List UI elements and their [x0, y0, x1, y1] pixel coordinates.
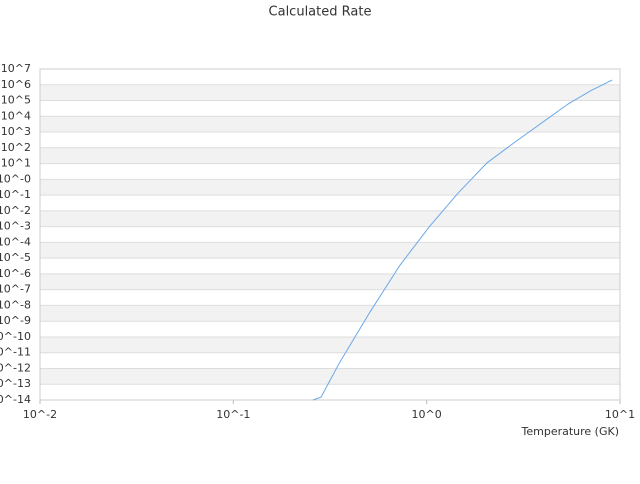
y-tick-label: 10^6 [1, 78, 31, 91]
x-tick-label: 10^-2 [23, 408, 57, 421]
grid-band [40, 258, 620, 274]
data-line [312, 79, 613, 401]
y-tick-label: 10^1 [1, 157, 31, 170]
y-tick-label: 10^-5 [0, 251, 31, 264]
y-tick-label: 10^4 [1, 109, 31, 122]
grid-band [40, 368, 620, 385]
y-tick-label: 10^5 [1, 94, 31, 107]
y-tick-label: 10^-2 [0, 204, 31, 217]
y-tick-label: 10^-11 [0, 346, 31, 359]
grid-band [40, 84, 620, 101]
grid-band [40, 321, 620, 337]
grid-band [40, 116, 620, 133]
y-tick-label: 10^-10 [0, 330, 31, 343]
x-tick-label: 10^0 [412, 408, 442, 421]
x-tick-label: 10^-1 [216, 408, 250, 421]
grid-band [40, 210, 620, 227]
grid-band [40, 69, 620, 85]
y-tick-label: 10^-3 [0, 220, 31, 233]
grid-band [40, 305, 620, 322]
y-tick-label: 10^2 [1, 141, 31, 154]
grid-band [40, 273, 620, 290]
x-tick-label: 10^1 [605, 408, 635, 421]
y-tick-label: 10^-0 [0, 172, 31, 185]
y-tick-label: 10^-8 [0, 298, 31, 311]
y-tick-label: 10^-7 [0, 283, 31, 296]
x-axis-label: Temperature (GK) [521, 425, 620, 438]
grid-band [40, 289, 620, 306]
grid-band [40, 195, 620, 211]
chart-title: Calculated Rate [269, 5, 372, 20]
y-tick-label: 10^-13 [0, 377, 31, 390]
grid-band [40, 226, 620, 243]
grid-band [40, 179, 620, 196]
grid-band [40, 384, 620, 400]
y-tick-label: 10^3 [1, 125, 31, 138]
y-tick-label: 10^-4 [0, 235, 31, 248]
plot-frame [39, 68, 621, 401]
y-tick-label: 10^-12 [0, 361, 31, 374]
y-tick-label: 10^-14 [0, 393, 31, 406]
bands [40, 69, 620, 400]
y-tick-label: 10^7 [1, 62, 31, 75]
y-tick-label: 10^-6 [0, 267, 31, 280]
grid-band [40, 352, 620, 369]
grid-band [40, 242, 620, 259]
grid-band [40, 100, 620, 117]
y-tick-label: 10^-9 [0, 314, 31, 327]
grid-band [40, 336, 620, 353]
grid-band [40, 132, 620, 148]
y-tick-label: 10^-1 [0, 188, 31, 201]
grid-band [40, 147, 620, 164]
grid-band [40, 163, 620, 180]
